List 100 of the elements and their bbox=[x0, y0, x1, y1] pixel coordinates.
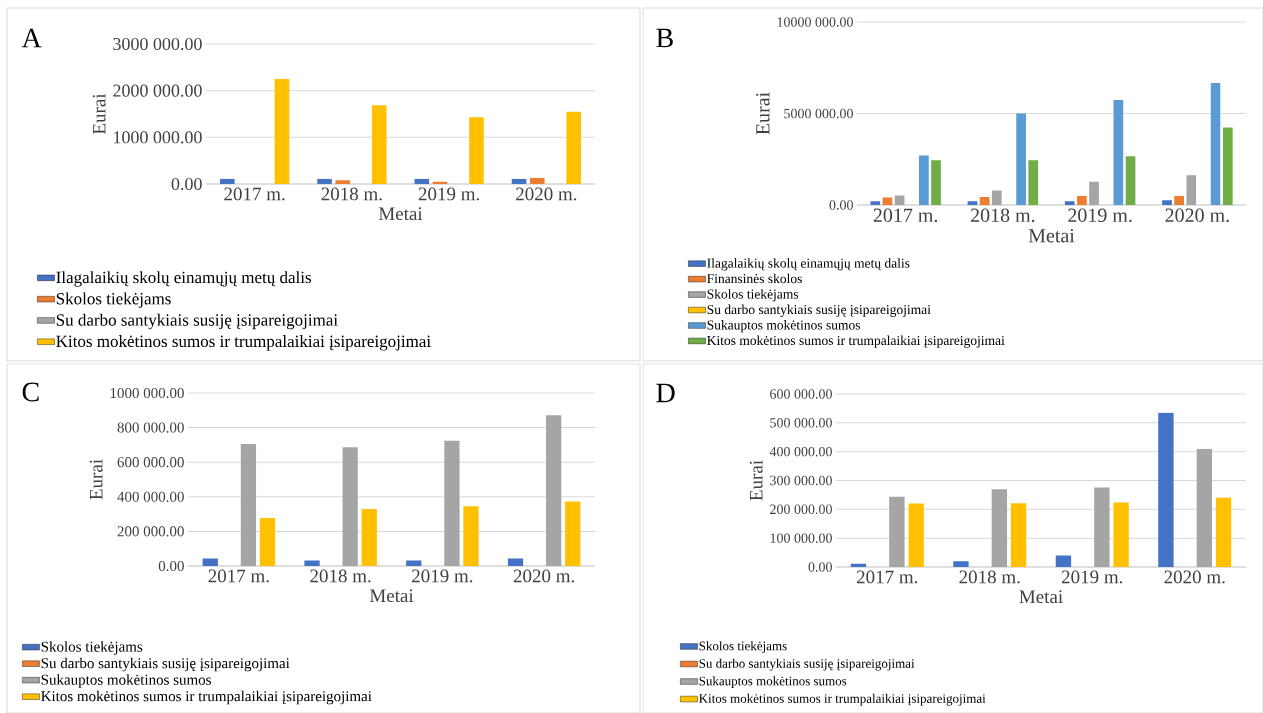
bar bbox=[566, 111, 582, 184]
y-axis-title: Eurai bbox=[89, 459, 103, 500]
bar bbox=[1055, 555, 1072, 567]
bar bbox=[469, 117, 484, 184]
y-tick-label: 300 000.00 bbox=[770, 475, 832, 486]
bar bbox=[342, 447, 358, 566]
bar bbox=[1174, 195, 1185, 205]
y-tick-label: 0.00 bbox=[829, 200, 853, 210]
bar bbox=[1064, 201, 1075, 205]
bar bbox=[565, 501, 581, 566]
x-tick-label: 2018 m. bbox=[970, 208, 1035, 223]
y-tick-label: 3000 000.00 bbox=[113, 37, 202, 51]
y-tick-label: 100 000.00 bbox=[770, 533, 832, 543]
y-tick-label: 0.00 bbox=[158, 560, 184, 572]
legend-label: Kitos mokėtinos sumos ir trumpalaikiai įsipareigojimai bbox=[707, 335, 1005, 348]
chart-title: C bbox=[22, 382, 39, 402]
bar bbox=[991, 190, 1002, 205]
bar bbox=[1016, 113, 1026, 205]
legend-label: Ilagalaikių skolų einamųjų metų dalis bbox=[707, 258, 910, 271]
x-tick-label: 2020 m. bbox=[1164, 570, 1225, 584]
legend-label: Su darbo santykiais susiję įsipareigojimai bbox=[41, 657, 290, 672]
bar bbox=[1077, 195, 1087, 205]
x-tick-label: 2018 m. bbox=[959, 570, 1020, 584]
legend-label: Sukauptos mokėtinos sumos bbox=[699, 676, 847, 689]
x-tick-label: 2019 m. bbox=[412, 569, 473, 583]
bar bbox=[850, 563, 867, 567]
bar bbox=[1010, 503, 1027, 567]
y-axis-title: Eurai bbox=[756, 92, 770, 135]
x-tick-label: 2018 m. bbox=[310, 569, 371, 583]
x-tick-label: 2019 m. bbox=[1061, 570, 1123, 584]
y-tick-label: 1000 000.00 bbox=[114, 131, 202, 144]
bar bbox=[1196, 448, 1213, 567]
bar bbox=[463, 506, 479, 566]
bar bbox=[919, 155, 929, 205]
legend-label: Sukauptos mokėtinos sumos bbox=[41, 674, 211, 688]
bar bbox=[1028, 160, 1039, 205]
bar bbox=[335, 180, 351, 184]
x-axis-title: Metai bbox=[1028, 228, 1075, 243]
x-tick-label: 2020 m. bbox=[513, 569, 574, 583]
bar bbox=[406, 560, 422, 566]
bar bbox=[414, 178, 430, 184]
x-tick-label: 2017 m. bbox=[856, 570, 918, 584]
bar bbox=[967, 201, 978, 205]
x-tick-label: 2020 m. bbox=[1165, 208, 1229, 223]
legend-label: Ilagalaikių skolų einamųjų metų dalis bbox=[56, 271, 312, 287]
legend-label: Su darbo santykiais susiję įsipareigojimai bbox=[699, 658, 915, 671]
y-tick-label: 400 000.00 bbox=[769, 446, 832, 457]
legend-label: Skolos tiekėjams bbox=[699, 641, 787, 653]
bar bbox=[1113, 99, 1124, 205]
legend-label: Skolos tiekėjams bbox=[41, 641, 143, 655]
legend-label: Skolos tiekėjams bbox=[56, 292, 171, 308]
bar bbox=[511, 178, 527, 184]
bar bbox=[371, 105, 387, 184]
bar bbox=[304, 560, 320, 566]
y-axis-title: Eurai bbox=[92, 93, 106, 135]
legend-label: Kitos mokėtinos sumos ir trumpalaikiai įsipareigojimai bbox=[699, 693, 986, 706]
bar bbox=[894, 195, 905, 205]
bar bbox=[1089, 181, 1099, 205]
y-tick-label: 2000 000.00 bbox=[113, 84, 202, 97]
y-tick-label: 5000 000.00 bbox=[784, 108, 853, 119]
bar bbox=[882, 197, 893, 205]
chart-title: A bbox=[21, 28, 42, 48]
x-tick-label: 2017 m. bbox=[208, 569, 269, 583]
legend-label: Finansinės skolos bbox=[707, 273, 802, 284]
chart-title: D bbox=[656, 383, 675, 403]
legend-label: Su darbo santykiais susiję įsipareigojimai bbox=[707, 304, 931, 317]
bar bbox=[529, 177, 545, 184]
bar bbox=[1215, 497, 1232, 567]
x-tick-label: 2017 m. bbox=[873, 208, 938, 223]
x-tick-label: 2019 m. bbox=[1068, 208, 1132, 223]
bar bbox=[1186, 175, 1197, 205]
bar bbox=[1158, 412, 1174, 567]
y-tick-label: 10000 000.00 bbox=[777, 17, 853, 27]
bar bbox=[507, 558, 524, 566]
legend-label: Kitos mokėtinos sumos ir trumpalaikiai įsipareigojimai bbox=[41, 690, 372, 705]
legend-label: Su darbo santykiais susiję įsipareigojimai bbox=[56, 313, 338, 330]
bar bbox=[361, 509, 377, 566]
y-tick-label: 400 000.00 bbox=[117, 491, 184, 502]
y-tick-label: 1000 000.00 bbox=[110, 387, 184, 399]
x-tick-label: 2020 m. bbox=[516, 187, 577, 201]
x-axis-title: Metai bbox=[378, 207, 423, 221]
y-tick-label: 0.00 bbox=[171, 177, 202, 191]
x-axis-title: Metai bbox=[1019, 590, 1063, 604]
bar bbox=[444, 440, 460, 566]
bar bbox=[202, 558, 218, 566]
bar bbox=[889, 496, 905, 567]
y-tick-label: 200 000.00 bbox=[770, 504, 832, 515]
x-tick-label: 2019 m. bbox=[418, 187, 479, 201]
chart-title: B bbox=[656, 28, 673, 48]
y-tick-label: 500 000.00 bbox=[770, 418, 832, 428]
y-tick-label: 800 000.00 bbox=[117, 422, 184, 433]
bar bbox=[219, 178, 235, 184]
bar bbox=[546, 415, 562, 566]
bar bbox=[870, 201, 881, 205]
legend-label: Kitos mokėtinos sumos ir trumpalaikiai įsipareigojimai bbox=[56, 335, 431, 351]
bar bbox=[991, 489, 1008, 567]
bar bbox=[1162, 200, 1172, 205]
bar bbox=[240, 444, 257, 566]
bar bbox=[1222, 127, 1233, 205]
y-tick-label: 600 000.00 bbox=[770, 389, 832, 399]
